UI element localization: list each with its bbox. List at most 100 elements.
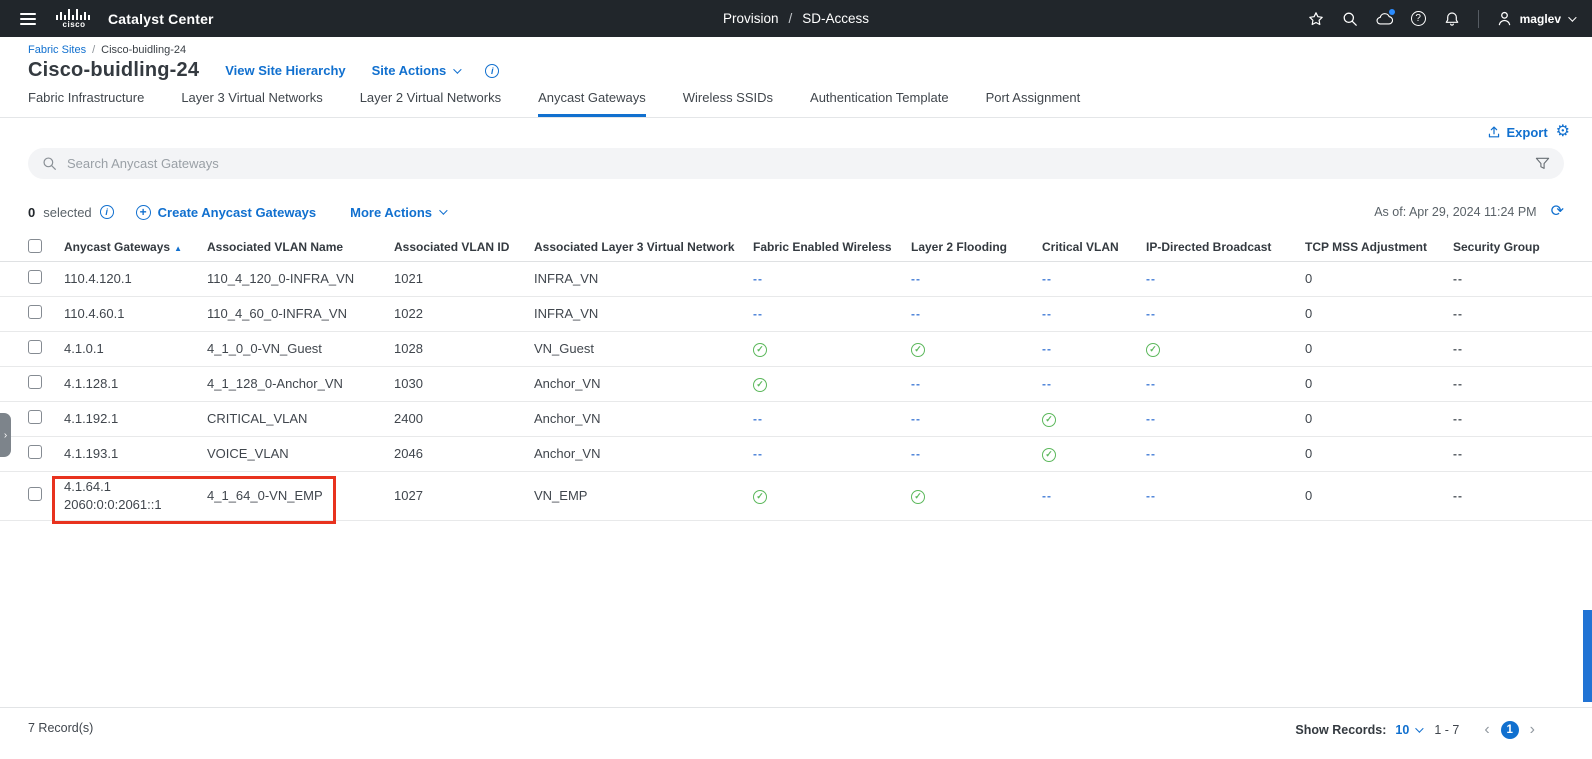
col-layer2-flooding[interactable]: Layer 2 Flooding	[911, 234, 1042, 262]
col-ip-directed-broadcast[interactable]: IP-Directed Broadcast	[1146, 234, 1305, 262]
site-actions-menu[interactable]: Site Actions	[372, 63, 462, 78]
table-settings-gear-icon[interactable]: ⚙	[1555, 123, 1570, 140]
favorites-star-icon[interactable]	[1308, 10, 1325, 27]
create-anycast-gateways-button[interactable]: + Create Anycast Gateways	[135, 204, 317, 220]
tab-fabric-infrastructure[interactable]: Fabric Infrastructure	[28, 90, 145, 105]
cloud-status-icon[interactable]	[1376, 9, 1395, 27]
show-records-label: Show Records:	[1295, 723, 1387, 737]
empty-value-dash: --	[753, 412, 763, 426]
page-size-select[interactable]: 10	[1395, 723, 1424, 737]
anycast-gateways-table: Anycast Gateways ▲ Associated VLAN Name A…	[0, 234, 1592, 521]
enabled-check-icon: ✓	[1146, 342, 1160, 357]
empty-value-dash: --	[1453, 272, 1463, 286]
cell-vlan-id: 1021	[394, 261, 534, 297]
cell-fabric-enabled-wireless: --	[753, 401, 911, 437]
empty-value-dash: --	[1453, 412, 1463, 426]
empty-value-dash: --	[1146, 447, 1156, 461]
global-search-icon[interactable]	[1342, 10, 1359, 27]
export-button[interactable]: Export	[1487, 125, 1548, 140]
enabled-check-icon: ✓	[911, 489, 925, 504]
previous-page-button[interactable]: ‹	[1484, 721, 1490, 738]
col-tcp-mss-adjustment[interactable]: TCP MSS Adjustment	[1305, 234, 1453, 262]
col-security-group[interactable]: Security Group	[1453, 234, 1592, 262]
gateway-address: 4.1.0.1	[64, 340, 104, 356]
notifications-bell-icon[interactable]	[1444, 10, 1461, 27]
empty-value-dash: --	[1042, 272, 1052, 286]
title-row: Cisco-buidling-24 View Site Hierarchy Si…	[28, 59, 1592, 82]
create-label: Create Anycast Gateways	[157, 204, 317, 220]
header-breadcrumb-sdaccess[interactable]: SD-Access	[802, 11, 870, 26]
more-actions-menu[interactable]: More Actions	[350, 205, 448, 220]
current-page-button[interactable]: 1	[1500, 721, 1519, 739]
selected-info-icon[interactable]: i	[99, 205, 114, 219]
cell-anycast-gateway: 4.1.193.1	[64, 436, 207, 472]
filter-funnel-icon[interactable]	[1535, 156, 1550, 171]
tab-anycast-gateways[interactable]: Anycast Gateways	[538, 90, 646, 117]
cloud-status-dot	[1388, 9, 1395, 15]
search-input[interactable]	[67, 156, 1525, 171]
next-page-button[interactable]: ›	[1529, 721, 1535, 738]
col-anycast-gateways[interactable]: Anycast Gateways ▲	[64, 234, 207, 262]
as-of-timestamp: As of: Apr 29, 2024 11:24 PM	[1374, 205, 1537, 219]
cell-vlan-id: 1028	[394, 331, 534, 367]
help-icon[interactable]: ?	[1410, 10, 1427, 27]
cell-ip-directed-broadcast: --	[1146, 366, 1305, 402]
cell-l3-virtual-network: Anchor_VN	[534, 366, 753, 402]
row-checkbox[interactable]	[28, 445, 42, 459]
cell-security-group: --	[1453, 331, 1592, 367]
cell-ip-directed-broadcast: --	[1146, 436, 1305, 472]
site-info-icon[interactable]: i	[485, 63, 500, 78]
table-row: 4.1.64.1 2060:0:0:2061::1 4_1_64_0-VN_EMP 1…	[0, 471, 1592, 521]
tab-port-assignment[interactable]: Port Assignment	[985, 90, 1081, 105]
breadcrumb-fabric-sites[interactable]: Fabric Sites	[28, 44, 87, 56]
enabled-check-icon: ✓	[1042, 412, 1056, 427]
gateway-address: 4.1.64.1	[64, 478, 111, 494]
chevron-down-icon	[453, 64, 462, 74]
empty-value-dash: --	[1146, 307, 1156, 321]
side-drawer-handle[interactable]: ›	[0, 413, 11, 457]
sort-ascending-icon: ▲	[174, 244, 182, 254]
page-size-value: 10	[1395, 723, 1410, 737]
col-associated-vlan-name[interactable]: Associated VLAN Name	[207, 234, 394, 262]
tab-layer3-virtual-networks[interactable]: Layer 3 Virtual Networks	[181, 90, 323, 105]
cell-critical-vlan: --	[1042, 296, 1146, 332]
col-associated-l3-vn[interactable]: Associated Layer 3 Virtual Network	[534, 234, 753, 262]
gateway-address: 4.1.192.1	[64, 410, 119, 426]
enabled-check-icon: ✓	[911, 342, 925, 357]
gateway-address: 4.1.128.1	[64, 375, 119, 391]
selected-label: selected	[43, 204, 92, 220]
row-checkbox[interactable]	[28, 340, 42, 354]
col-associated-vlan-id[interactable]: Associated VLAN ID	[394, 234, 534, 262]
row-checkbox[interactable]	[28, 487, 42, 501]
empty-value-dash: --	[1146, 489, 1156, 503]
cell-layer2-flooding: --	[911, 436, 1042, 472]
select-all-checkbox[interactable]	[28, 238, 42, 253]
menu-icon[interactable]	[18, 11, 38, 27]
cell-layer2-flooding: ✓	[911, 331, 1042, 367]
row-checkbox[interactable]	[28, 305, 42, 319]
row-checkbox[interactable]	[28, 375, 42, 389]
col-fabric-enabled-wireless[interactable]: Fabric Enabled Wireless	[753, 234, 911, 262]
cell-tcp-mss-adjustment: 0	[1305, 296, 1453, 332]
cell-tcp-mss-adjustment: 0	[1305, 436, 1453, 472]
empty-value-dash: --	[1453, 342, 1463, 356]
empty-value-dash: --	[1146, 272, 1156, 286]
view-site-hierarchy-link[interactable]: View Site Hierarchy	[225, 63, 346, 78]
empty-value-dash: --	[1042, 307, 1052, 321]
header-breadcrumb-provision[interactable]: Provision	[722, 11, 779, 26]
user-menu[interactable]: maglev	[1496, 10, 1577, 27]
tab-layer2-virtual-networks[interactable]: Layer 2 Virtual Networks	[359, 90, 502, 105]
enabled-check-icon: ✓	[753, 489, 767, 504]
breadcrumb: Fabric Sites / Cisco-buidling-24	[28, 44, 1592, 56]
refresh-icon[interactable]: ⟳	[1550, 203, 1564, 220]
row-checkbox[interactable]	[28, 410, 42, 424]
cell-critical-vlan: --	[1042, 366, 1146, 402]
cisco-logo-bars	[56, 8, 90, 20]
col-critical-vlan[interactable]: Critical VLAN	[1042, 234, 1146, 262]
scrollbar-thumb[interactable]	[1583, 610, 1592, 702]
tab-authentication-template[interactable]: Authentication Template	[810, 90, 949, 105]
chevron-down-icon	[1415, 724, 1424, 733]
empty-value-dash: --	[1453, 307, 1463, 321]
row-checkbox[interactable]	[28, 270, 42, 284]
tab-wireless-ssids[interactable]: Wireless SSIDs	[682, 90, 774, 105]
